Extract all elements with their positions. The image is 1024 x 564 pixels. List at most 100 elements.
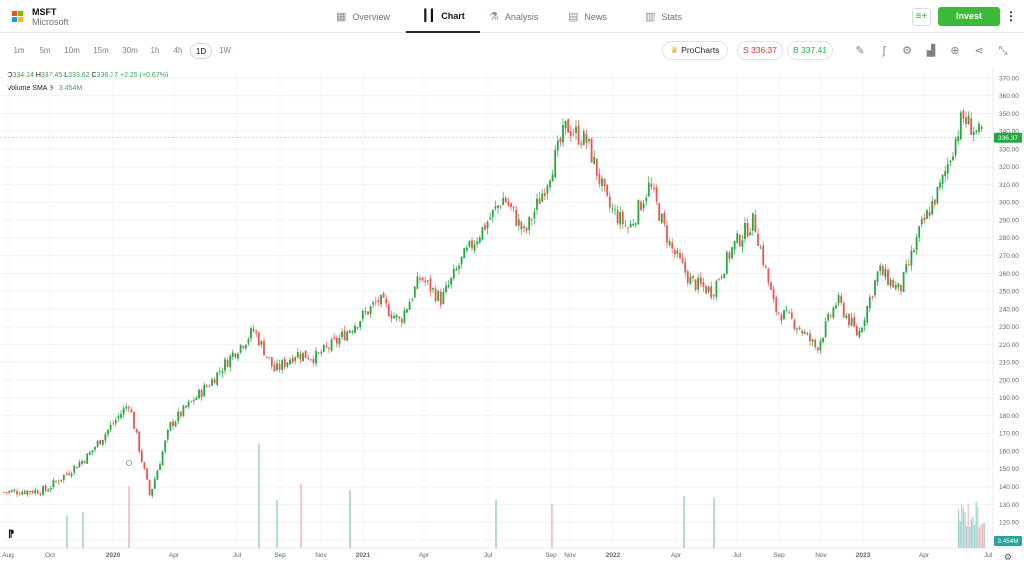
candle-body [416,276,419,289]
candle-body [36,490,39,494]
y-axis-tick-label: 280.00 [999,235,1019,242]
candle-body [647,182,650,197]
candle-body [949,160,952,163]
candle-body [47,490,50,492]
share-icon[interactable]: ⋖ [974,45,984,57]
candle-body [205,386,208,387]
candle-body [902,271,905,292]
more-options-button[interactable]: ⋮ [1005,8,1017,25]
candle-body [660,213,663,223]
timeframe-15m[interactable]: 15m [93,46,109,55]
candle-body [627,227,629,229]
collapse-icon[interactable]: ⤡ [998,45,1008,57]
timeframe-30m[interactable]: 30m [122,46,138,55]
price-chart[interactable]: 370.00 360.00 350.00 340.00 330.00 320.00 310.… [0,67,1024,564]
invest-button[interactable]: Invest [938,7,1000,26]
y-axis-tick-label: 330.00 [999,146,1019,153]
y-axis-tick-label: 240.00 [999,306,1019,313]
buy-price-button[interactable]: B 337.41 [787,41,833,60]
timeframe-10m[interactable]: 10m [64,46,80,55]
volume-bar [975,501,977,548]
tab-news[interactable]: ▤ News [568,0,607,33]
candle-body [640,201,642,211]
candle-body [814,339,817,347]
candle-body [333,337,336,339]
candle-body [978,123,980,132]
y-axis-tick-label: 250.00 [999,289,1019,296]
candle-body [55,481,57,483]
candle-body [330,339,333,351]
candle-body [972,131,975,135]
candle-body [442,292,445,304]
candle-body [671,242,674,249]
candle-body [486,221,489,229]
y-axis-tick-label: 340.00 [999,129,1019,136]
volume-bar [962,508,964,548]
candle-body [504,197,507,202]
candle-body [715,280,718,297]
tab-chart[interactable]: ┃┃ Chart [406,0,480,33]
candle-body [424,280,427,282]
timeframe-1m[interactable]: 1m [13,46,25,55]
sell-price-button[interactable]: S 336.37 [737,41,783,60]
add-icon[interactable]: ⊕ [950,45,960,57]
candle-body [507,201,510,206]
candle-body [952,156,954,161]
candle-body [650,184,653,187]
candle-body [322,345,325,352]
y-axis-tick-label: 180.00 [999,413,1019,420]
candle-body [356,327,359,329]
open-value: 334.14 [12,72,34,79]
candle-body [863,320,866,327]
candle-body [10,490,13,493]
ticker-symbol: MSFT [32,7,57,17]
candle-body [452,269,455,279]
candle-body [143,462,146,469]
candle-body [554,149,557,178]
candle-body [663,212,666,224]
volume-bar [349,490,351,548]
candle-body [465,247,468,251]
candle-body [549,180,551,188]
y-axis-tick-label: 170.00 [999,431,1019,438]
indicators-icon[interactable]: ʃ [882,45,886,57]
candle-body [811,339,814,342]
volume-indicator-label: Volume SMA 9 [7,85,53,92]
newspaper-icon: ▤ [568,11,579,23]
candle-body [213,379,216,384]
candle-body [146,468,148,480]
candle-body [229,355,232,368]
y-axis-tick-label: 350.00 [999,111,1019,118]
compare-icon[interactable]: ▟ [926,45,936,57]
pencil-icon[interactable]: ✎ [855,45,865,57]
candle-body [348,330,351,333]
settings-icon[interactable]: ⚙ [902,45,912,57]
timeframe-4h[interactable]: 4h [173,46,183,55]
candle-body [182,405,185,416]
candle-body [824,320,827,338]
candle-body [718,278,720,280]
tab-stats-label: Stats [661,11,682,22]
candle-body [91,450,94,453]
candle-body [941,175,944,184]
tab-stats[interactable]: ▥ Stats [645,0,682,33]
timeframe-1w[interactable]: 1W [219,46,231,55]
candle-body [770,282,772,290]
procharts-button[interactable]: ♛ ProCharts [662,41,728,60]
candle-body [608,196,611,208]
candle-body [390,314,393,319]
candle-body [840,295,843,303]
candle-body [736,233,739,243]
tab-analysis[interactable]: ⚗ Analysis [489,0,538,33]
timeframe-1h[interactable]: 1h [150,46,160,55]
chart-toolbar: 1m 5m 10m 15m 30m 1h 4h 1D 1W ♛ ProCharts… [0,34,1024,66]
candle-body [31,491,34,494]
x-axis-tick-label: Jul [233,552,242,559]
timeframe-1d[interactable]: 1D [190,43,212,59]
add-to-watchlist-button[interactable]: ≡+ [912,8,931,26]
candle-body [603,178,606,187]
timeframe-5m[interactable]: 5m [39,46,51,55]
tab-overview[interactable]: ▦ Overview [336,0,390,33]
candle-body [655,187,658,202]
x-axis-tick-label: Apr [419,552,430,559]
